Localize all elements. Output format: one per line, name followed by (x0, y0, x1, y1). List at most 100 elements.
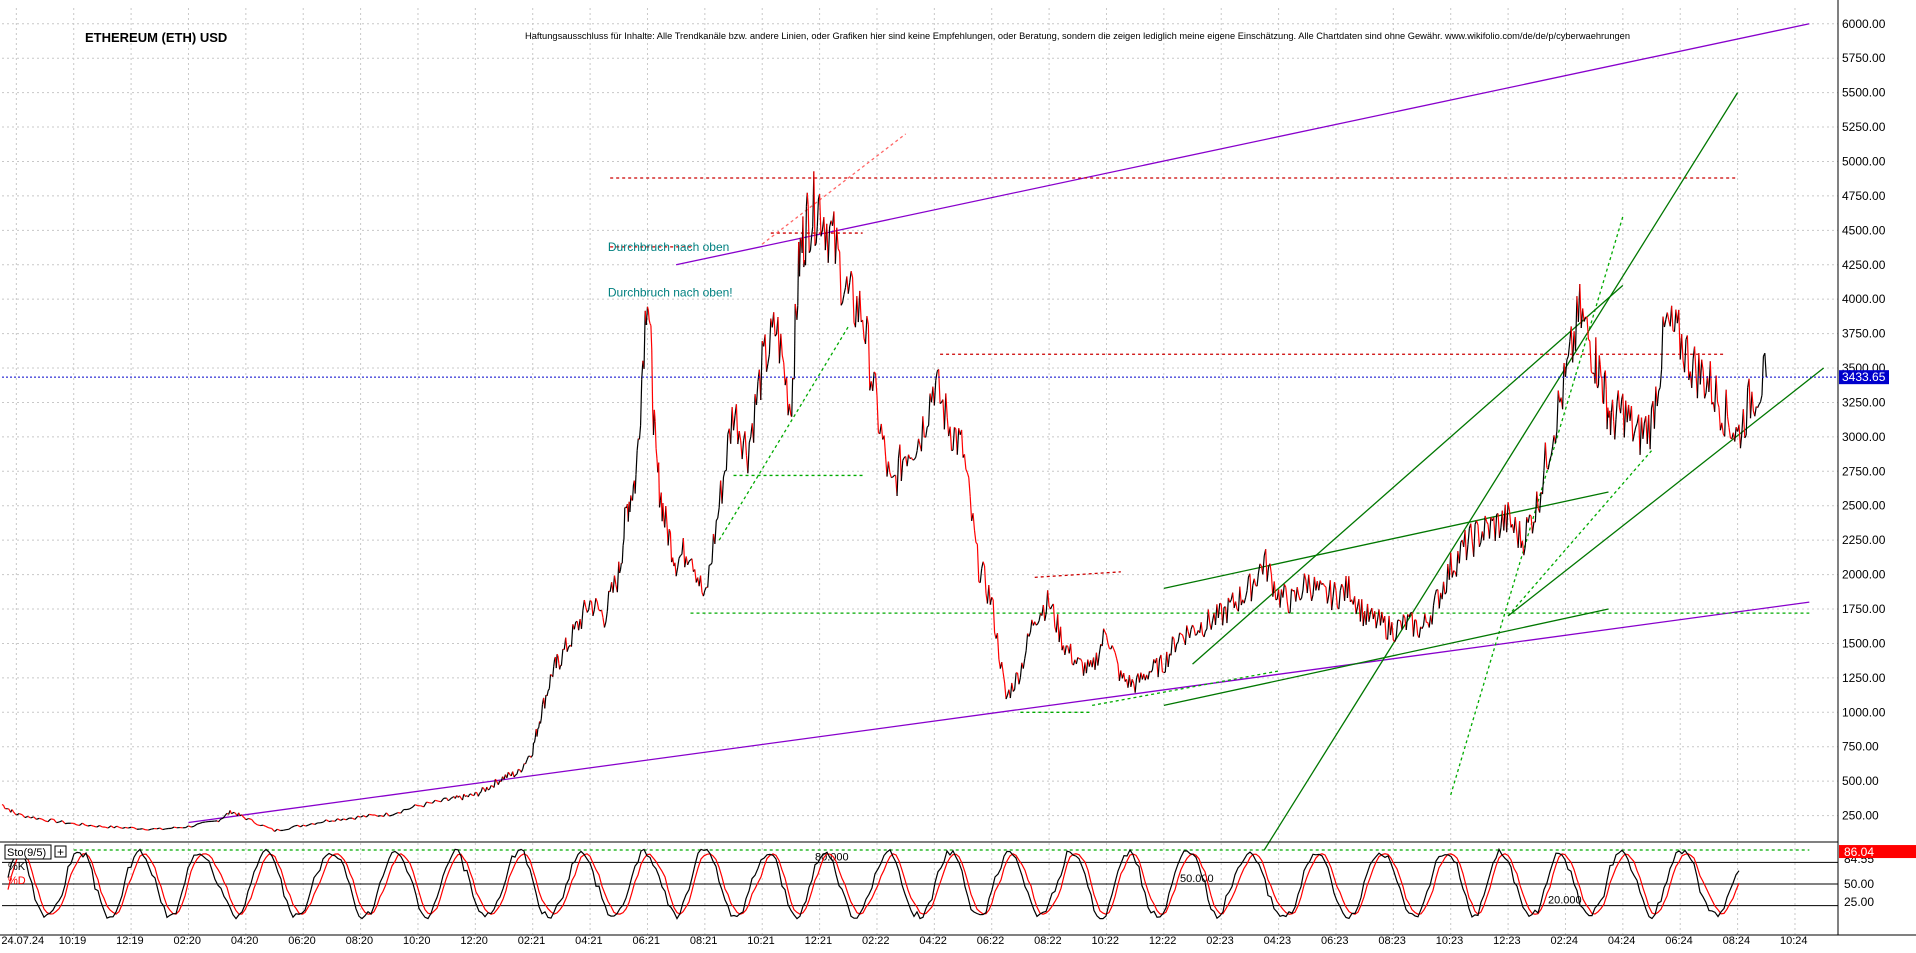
price-segment (1181, 634, 1182, 635)
price-segment (8, 809, 9, 810)
price-segment (1599, 355, 1600, 364)
price-segment (538, 728, 539, 729)
price-segment (1415, 620, 1416, 621)
osc-value-label: 86.04 (1844, 845, 1874, 859)
x-tick-label: 04:23 (1264, 935, 1292, 947)
price-segment (1195, 634, 1196, 635)
price-segment (295, 825, 298, 826)
x-tick-label: 04:20 (231, 935, 259, 947)
price-segment (554, 660, 555, 667)
x-tick-label: 04:21 (575, 935, 603, 947)
x-tick-label: 12:20 (460, 935, 488, 947)
price-segment (389, 815, 392, 816)
price-segment (621, 563, 622, 570)
price-segment (197, 823, 200, 824)
x-tick-label: 08:21 (690, 935, 718, 947)
y-tick-label: 4250.00 (1842, 258, 1886, 272)
price-segment (518, 769, 519, 770)
price-segment (451, 798, 452, 799)
x-tick-label: 10:21 (747, 935, 775, 947)
price-segment (343, 819, 346, 820)
y-tick-label: 5750.00 (1842, 51, 1886, 65)
price-segment (435, 800, 438, 801)
price-segment (45, 821, 48, 822)
price-segment (660, 500, 661, 507)
price-segment (122, 827, 125, 828)
y-tick-label: 3250.00 (1842, 395, 1886, 409)
price-segment (491, 785, 492, 786)
price-segment (148, 829, 151, 830)
y-tick-label: 750.00 (1842, 740, 1879, 754)
price-segment (88, 825, 91, 826)
price-segment (2, 805, 3, 806)
price-segment (163, 829, 166, 830)
price-segment (94, 826, 97, 827)
x-tick-label: 06:21 (632, 935, 660, 947)
x-tick-label: 10:23 (1436, 935, 1464, 947)
price-segment (125, 827, 128, 828)
x-tick-label: 12:22 (1149, 935, 1177, 947)
osc-tick-label: 25.00 (1844, 895, 1874, 909)
price-segment (232, 813, 233, 814)
x-tick-label: 02:23 (1206, 935, 1234, 947)
price-segment (283, 830, 286, 831)
y-tick-label: 5000.00 (1842, 154, 1886, 168)
price-segment (649, 320, 650, 324)
osc-reference-label: 50.000 (1180, 873, 1214, 885)
price-segment (105, 827, 108, 828)
y-tick-label: 4500.00 (1842, 223, 1886, 237)
x-tick-label: 06:24 (1665, 935, 1693, 947)
x-tick-label: 08:20 (346, 935, 374, 947)
price-segment (551, 674, 552, 675)
price-segment (329, 821, 332, 822)
y-tick-label: 1250.00 (1842, 671, 1886, 685)
y-tick-label: 1500.00 (1842, 636, 1886, 650)
y-tick-label: 3750.00 (1842, 327, 1886, 341)
y-tick-label: 1000.00 (1842, 705, 1886, 719)
price-segment (557, 654, 558, 656)
y-tick-label: 250.00 (1842, 809, 1879, 823)
price-segment (174, 827, 177, 828)
y-tick-label: 500.00 (1842, 774, 1879, 788)
y-tick-label: 2750.00 (1842, 464, 1886, 478)
x-tick-label: 08:22 (1034, 935, 1062, 947)
chart-title: ETHEREUM (ETH) USD (85, 30, 227, 45)
y-tick-label: 2500.00 (1842, 499, 1886, 513)
x-tick-label: 12:23 (1493, 935, 1521, 947)
price-segment (406, 809, 409, 810)
x-tick-label: 24.07.24 (1, 935, 44, 947)
x-tick-label: 08:23 (1378, 935, 1406, 947)
y-tick-label: 2250.00 (1842, 533, 1886, 547)
price-segment (623, 539, 624, 546)
x-tick-label: 02:24 (1550, 935, 1578, 947)
price-segment (257, 825, 260, 826)
plus-icon: + (57, 845, 64, 859)
x-tick-label: 12:21 (805, 935, 833, 947)
x-tick-label: 10:24 (1780, 935, 1808, 947)
price-segment (540, 718, 541, 723)
price-segment (1399, 620, 1400, 621)
x-tick-label: 06:20 (288, 935, 316, 947)
price-segment (128, 827, 131, 828)
y-tick-label: 5250.00 (1842, 120, 1886, 134)
osc-tick-label: 50.00 (1844, 877, 1874, 891)
x-tick-label: 04:24 (1608, 935, 1636, 947)
x-tick-label: 12:19 (116, 935, 144, 947)
price-segment (650, 324, 651, 326)
price-segment (303, 825, 306, 826)
x-tick-label: 10:20 (403, 935, 431, 947)
price-segment (558, 656, 559, 663)
x-tick-label: 10:22 (1091, 935, 1119, 947)
price-segment (369, 814, 372, 815)
annotation-label: Durchbruch nach oben! (608, 285, 733, 299)
price-segment (647, 307, 648, 310)
y-tick-label: 3000.00 (1842, 430, 1886, 444)
price-segment (795, 304, 796, 311)
price-segment (448, 800, 449, 801)
y-tick-label: 4000.00 (1842, 292, 1886, 306)
price-segment (378, 816, 381, 817)
osc-k-label: %K (8, 861, 26, 873)
price-segment (1601, 376, 1602, 378)
